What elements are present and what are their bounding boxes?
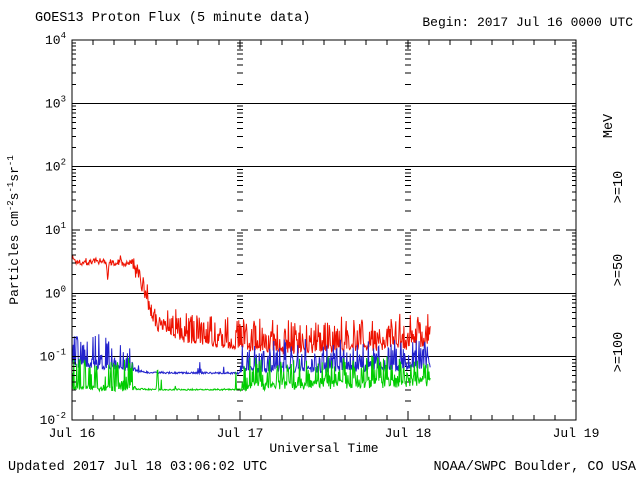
x-tick-label: Jul 18 (385, 426, 432, 441)
y-axis-title: Particles cm-2s-1sr-1 (6, 155, 22, 304)
trace-10mev (71, 255, 431, 355)
plot-frame (71, 39, 577, 421)
data-series-layer (71, 255, 431, 393)
legend-entry-ge10: >=10 (612, 171, 627, 203)
x-tick-label: Jul 16 (49, 426, 96, 441)
gridlines-layer (72, 42, 576, 402)
trace-100mev (71, 355, 431, 393)
legend-entry-ge100: >=100 (612, 332, 627, 373)
y-tick-label: 10-1 (40, 348, 66, 365)
updated-timestamp-label: Updated 2017 Jul 18 03:06:02 UTC (8, 460, 267, 475)
begin-timestamp-label: Begin: 2017 Jul 16 0000 UTC (422, 15, 633, 30)
legend-entry-ge50: >=50 (612, 254, 627, 286)
y-tick-label: 10-2 (40, 411, 66, 428)
y-tick-label: 101 (45, 221, 66, 238)
source-attribution-label: NOAA/SWPC Boulder, CO USA (433, 460, 636, 475)
axis-ticks-layer (71, 39, 577, 421)
x-tick-label: Jul 17 (217, 426, 264, 441)
legend-unit-mev: MeV (602, 113, 617, 138)
y-tick-label: 102 (45, 158, 66, 175)
y-tick-label: 104 (45, 31, 66, 48)
chart-title: GOES13 Proton Flux (5 minute data) (35, 11, 310, 26)
x-axis-title: Universal Time (269, 441, 378, 456)
y-tick-label: 103 (45, 94, 66, 111)
x-tick-label: Jul 19 (553, 426, 600, 441)
y-tick-label: 100 (45, 284, 66, 301)
